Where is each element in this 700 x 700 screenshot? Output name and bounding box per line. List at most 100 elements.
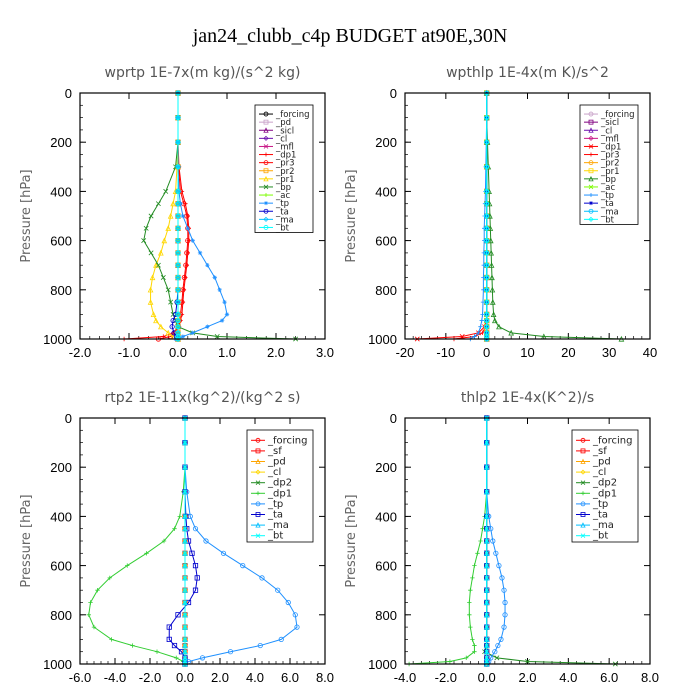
data-point	[472, 334, 477, 339]
legend-marker	[255, 480, 261, 485]
y-tick-label: 800	[50, 283, 72, 298]
data-point	[165, 287, 171, 293]
data-point	[182, 513, 188, 519]
data-point	[199, 655, 206, 661]
y-tick-label: 200	[375, 460, 397, 475]
data-point	[484, 600, 490, 605]
data-point	[205, 324, 210, 329]
legend-label: _dp2	[592, 478, 617, 489]
data-point	[275, 587, 281, 593]
x-tick-label: 6.0	[600, 670, 618, 685]
data-point	[175, 188, 181, 194]
legend-label: _pr3	[600, 151, 620, 161]
legend-marker	[589, 193, 593, 198]
legend-label: _pr2	[275, 167, 295, 177]
y-tick-label: 400	[375, 509, 397, 524]
legend-label: _forcing	[275, 110, 310, 120]
series-group	[483, 89, 625, 342]
data-point	[175, 225, 181, 231]
data-point	[175, 262, 181, 268]
data-point	[490, 538, 496, 544]
data-point	[109, 637, 114, 642]
data-point	[177, 514, 182, 519]
legend-label: _forcing	[267, 435, 308, 446]
data-point	[240, 562, 246, 569]
figure-title: jan24_clubb_c4p BUDGET at90E,30N	[192, 25, 508, 47]
legend-label: _mfl	[600, 134, 619, 144]
legend-label: _dp1	[275, 151, 296, 161]
legend-marker	[263, 119, 269, 125]
panels: wprtp 1E-7x(m kg)/(s^2 kg) Pressure [hPa]…	[19, 65, 659, 685]
data-point	[467, 612, 472, 617]
data-point	[502, 599, 508, 606]
legend-label: _ma	[267, 520, 289, 531]
data-point	[205, 263, 210, 268]
legend-label: _sicl	[600, 118, 619, 128]
legend-marker	[580, 458, 586, 464]
data-point	[484, 575, 490, 581]
data-point	[180, 213, 186, 219]
data-point	[182, 587, 188, 593]
data-point	[182, 655, 188, 661]
data-point	[182, 563, 188, 569]
data-point	[214, 334, 220, 340]
data-point	[483, 250, 490, 256]
data-point	[107, 575, 112, 581]
data-point	[175, 274, 181, 281]
data-point	[153, 317, 159, 324]
legend-marker	[588, 168, 594, 174]
legend-label: _forcing	[592, 435, 633, 446]
data-point	[472, 649, 477, 654]
legend-marker	[588, 184, 594, 190]
data-point	[153, 262, 159, 268]
legend-marker	[263, 208, 269, 214]
data-point	[502, 612, 508, 618]
data-point	[495, 642, 501, 649]
data-point	[88, 600, 93, 605]
series-line	[409, 418, 488, 665]
data-point	[141, 238, 147, 244]
chart-panel: wpthlp 1E-4x(m K)/s^2 Pressure [hPa] -20 -1…	[344, 65, 657, 360]
y-tick-label: 0	[65, 86, 72, 101]
data-point	[483, 317, 490, 324]
legend-label: _tp	[592, 499, 608, 510]
data-point	[484, 526, 490, 532]
legend-marker	[581, 491, 585, 496]
data-point	[125, 563, 130, 568]
data-point	[483, 114, 490, 121]
x-tick-label: -2.0	[139, 670, 161, 685]
data-point	[182, 636, 188, 642]
data-point	[447, 659, 453, 664]
legend-marker	[255, 458, 261, 464]
data-point	[192, 563, 199, 569]
data-point	[150, 311, 157, 318]
data-point	[483, 200, 490, 207]
data-point	[149, 274, 156, 281]
data-point	[484, 636, 490, 642]
data-point	[492, 649, 498, 655]
data-point	[483, 311, 490, 318]
data-point	[180, 334, 186, 339]
legend-marker	[256, 491, 260, 496]
data-point	[259, 575, 265, 581]
data-point	[147, 299, 154, 305]
legend-label: _bt	[592, 531, 608, 542]
data-point	[170, 200, 176, 207]
data-point	[166, 624, 172, 630]
legend-label: _dp1	[592, 488, 617, 499]
legend: _forcing_pd_sicl_cl_mfl_dp1_pr3_pr2_pr1_…	[254, 104, 314, 233]
data-point	[501, 624, 507, 630]
plot-frame	[404, 92, 651, 340]
data-point	[175, 238, 181, 244]
legend-marker	[580, 480, 586, 485]
legend-marker	[255, 522, 261, 528]
data-point	[182, 538, 188, 544]
data-point	[169, 324, 175, 330]
data-point	[182, 624, 188, 630]
legend-label: _forcing	[600, 110, 635, 120]
legend-marker	[263, 160, 269, 166]
legend-label: _ta	[600, 199, 614, 209]
legend-marker	[255, 448, 261, 454]
legend-marker	[255, 501, 261, 507]
data-point	[294, 624, 300, 630]
